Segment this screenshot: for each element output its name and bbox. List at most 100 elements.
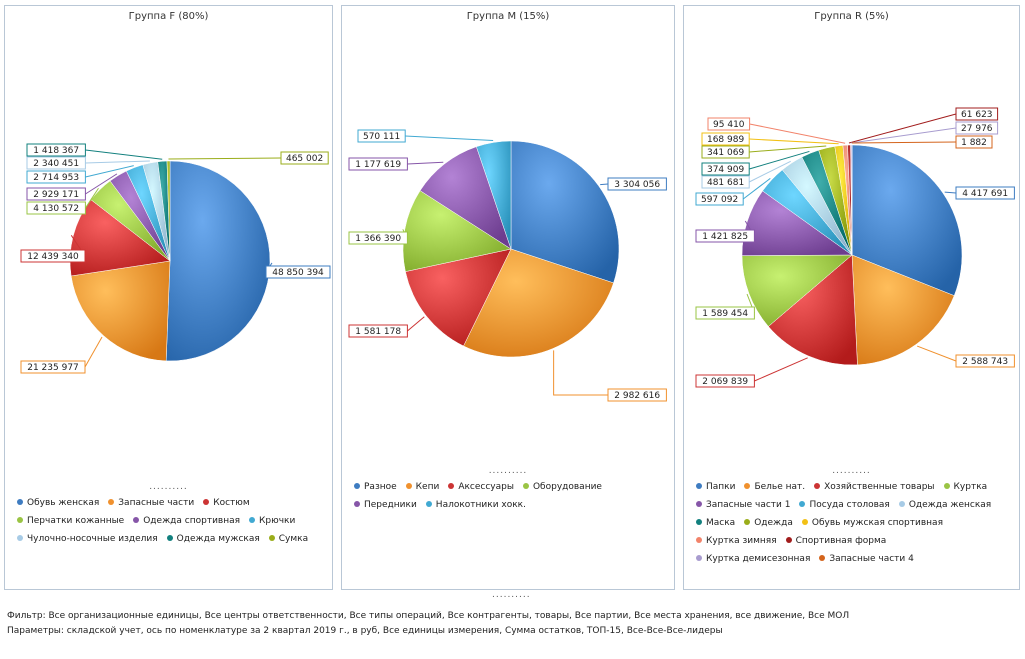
legend-item-маска[interactable]: Маска (696, 514, 735, 532)
legend-label: Куртка (953, 482, 988, 492)
legend-item-одежда-мужская[interactable]: Одежда мужская (166, 530, 260, 548)
data-label: 95 410 (713, 120, 745, 130)
legend-marker (108, 499, 115, 505)
legend-marker (898, 501, 905, 507)
leader-line (916, 345, 957, 362)
legend-item-куртка[interactable]: Куртка (943, 478, 988, 496)
pie-slice-оборудование[interactable] (402, 190, 512, 272)
legend-item-хозяйственные-товары[interactable]: Хозяйственные товары (814, 478, 935, 496)
data-label-box (701, 175, 750, 189)
legend-item-спортивная-форма[interactable]: Спортивная форма (785, 532, 886, 550)
legend-item-кепи[interactable]: Кепи (405, 478, 439, 496)
legend-item-одежда[interactable]: Одежда (744, 514, 793, 532)
pie-chart-group-r: 4 417 691 2 588 743 2 069 839 1 589 454 1 42… (695, 107, 1015, 388)
legend-item-костюм[interactable]: Костюм (203, 494, 250, 512)
pie-slice-аксессуары[interactable] (405, 248, 512, 347)
pie-slice-обувь-женская[interactable] (165, 160, 271, 362)
leader-line (84, 336, 103, 368)
pie-slice-папки[interactable] (851, 144, 963, 296)
legend-item-куртка-зимняя[interactable]: Куртка зимняя (696, 532, 777, 550)
legend-item-аксессуары[interactable]: Аксессуары (448, 478, 514, 496)
legend-scroll-indicator[interactable]: .......... (149, 482, 188, 492)
legend-item-запасные-части-1[interactable]: Запасные части 1 (696, 496, 790, 514)
panels-scroll-indicator[interactable]: .......... (492, 590, 531, 600)
data-label-box (26, 156, 86, 170)
legend-marker (166, 535, 173, 541)
legend-label: Одежда женская (908, 500, 992, 510)
legend-item-перчатки-кожанные[interactable]: Перчатки кожанные (17, 512, 124, 530)
legend-marker (696, 537, 702, 543)
leader-line (851, 127, 957, 144)
legend-scroll-indicator[interactable]: .......... (832, 466, 871, 476)
data-label-box (26, 170, 86, 184)
legend-item-куртка-демисезонная[interactable]: Куртка демисезонная (696, 550, 810, 568)
data-label: 21 235 977 (27, 363, 79, 373)
data-label-box (701, 145, 750, 159)
data-label-box (26, 143, 86, 157)
legend-marker (696, 501, 702, 507)
pie-slice-кепи[interactable] (463, 248, 614, 358)
legend-label: Разное (364, 482, 397, 492)
legend-item-запасные-части[interactable]: Запасные части (108, 494, 194, 512)
legend-item-запасные-части-4[interactable]: Запасные части 4 (819, 550, 914, 568)
leader-line (407, 161, 444, 165)
leader-line (754, 357, 808, 382)
data-label: 465 002 (286, 154, 323, 164)
legend-item-одежда-спортивная[interactable]: Одежда спортивная (133, 512, 240, 530)
pie-slice-белье-нат[interactable] (851, 254, 955, 366)
legend-label: Одежда мужская (176, 534, 260, 544)
legend-marker (814, 483, 821, 489)
legend-marker (696, 519, 702, 525)
pie-chart-group-f: 48 850 394 21 235 977 12 439 340 4 130 572 2… (20, 143, 331, 374)
leader-line (85, 173, 118, 195)
pie-slice-куртка[interactable] (741, 254, 853, 327)
legend-item-посуда-столовая[interactable]: Посуда столовая (799, 496, 890, 514)
pie-slice-хозяйственные-товары[interactable] (768, 254, 858, 366)
legend-item-обувь-мужская-спортивная[interactable]: Обувь мужская спортивная (801, 514, 943, 532)
legend-item-чулочно-носочные-изделия[interactable]: Чулочно-носочные изделия (17, 530, 158, 548)
legend-item-налокотники-хокк[interactable]: Налокотники хокк. (425, 496, 526, 514)
data-label: 481 681 (707, 178, 744, 188)
legend-item-разное[interactable]: Разное (354, 478, 397, 496)
leader-line (742, 177, 771, 200)
chart-panel-group-f: Группа F (80%) 48 850 394 21 235 977 12 43… (4, 5, 333, 590)
legend-label: Чулочно-носочные изделия (27, 534, 158, 544)
pie-slice-налокотники-хокк[interactable] (476, 140, 512, 250)
leader-line (553, 350, 608, 396)
chart-panel-group-m: Группа M (15%) 3 304 056 2 982 616 1 581 1… (341, 5, 675, 590)
legend-item-крючки[interactable]: Крючки (249, 512, 295, 530)
legend-marker (785, 537, 792, 543)
legend-label: Одежда спортивная (143, 516, 241, 526)
legend-item-белье-нат[interactable]: Белье нат. (744, 478, 805, 496)
leader-line (848, 113, 957, 144)
legend-label: Обувь женская (27, 498, 100, 508)
legend-item-сумка[interactable]: Сумка (268, 530, 308, 548)
legend-item-папки[interactable]: Папки (696, 478, 735, 496)
legend-scroll-indicator[interactable]: .......... (488, 466, 528, 476)
data-label-box (695, 374, 755, 388)
leader-line (749, 150, 810, 170)
pie-slice-разное[interactable] (510, 140, 620, 284)
legend-group-f: Обувь женская Запасные части Костюм Перчатк… (17, 494, 326, 548)
legend-item-передники[interactable]: Передники (354, 496, 417, 514)
pie-slice-запасные-части[interactable] (70, 260, 171, 362)
legend-marker (448, 483, 455, 489)
data-label: 4 417 691 (962, 189, 1008, 199)
chart-title: Группа M (15%) (466, 11, 550, 22)
data-label: 2 929 171 (33, 190, 79, 200)
legend-item-оборудование[interactable]: Оборудование (522, 478, 602, 496)
legend-label: Куртка зимняя (706, 536, 777, 546)
pie-slice-передники[interactable] (419, 146, 512, 250)
pie-slice-сумка[interactable] (166, 160, 171, 262)
data-label-box (607, 388, 667, 402)
data-label-box (20, 360, 86, 374)
data-label: 168 989 (707, 135, 744, 145)
data-label-box (348, 324, 408, 338)
legend-item-обувь-женская[interactable]: Обувь женская (17, 494, 99, 512)
leader-line (85, 149, 163, 160)
legend-label: Аксессуары (458, 482, 514, 492)
legend-item-одежда-женская[interactable]: Одежда женская (898, 496, 992, 514)
data-label: 2 588 743 (962, 357, 1008, 367)
leader-line (85, 165, 134, 178)
data-label: 1 589 454 (702, 309, 748, 319)
